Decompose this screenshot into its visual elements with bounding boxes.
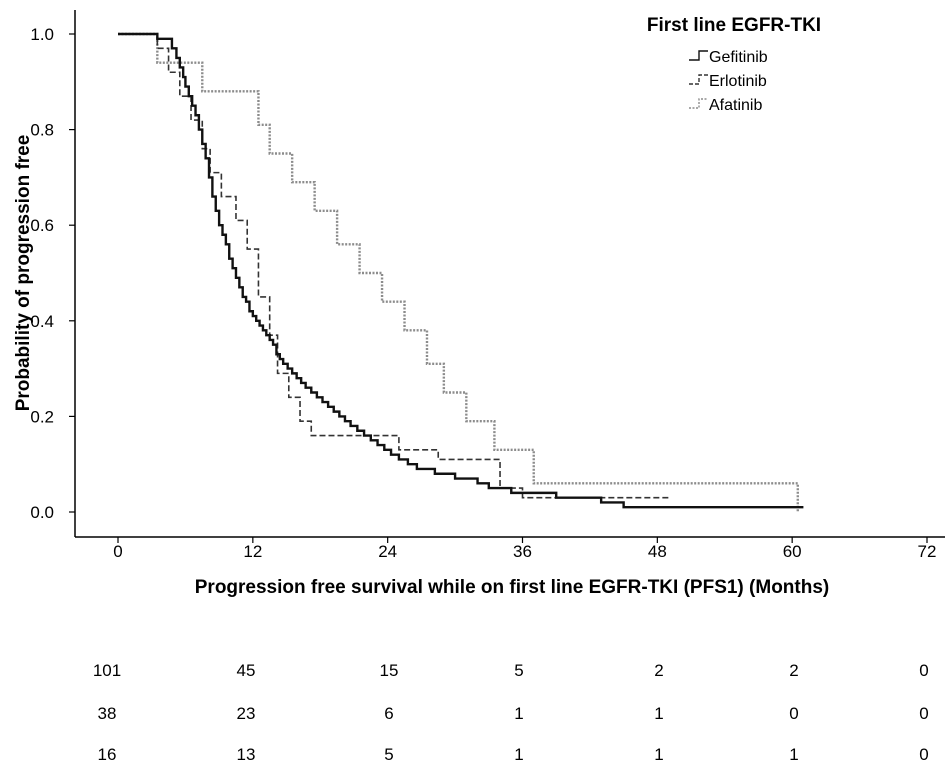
risk-table-cell: 5 xyxy=(384,745,393,764)
legend-entry-gefitinib: Gefitinib xyxy=(689,49,768,66)
x-axis-title: Progression free survival while on first… xyxy=(195,577,829,598)
risk-table-cell: 2 xyxy=(654,661,663,680)
series-line-erlotinib xyxy=(118,33,669,499)
series-layer xyxy=(118,32,804,512)
risk-table-cell: 0 xyxy=(919,745,928,764)
risk-table-cell: 23 xyxy=(237,704,256,723)
legend-label-erlotinib: Erlotinib xyxy=(709,73,767,90)
x-tick-label: 24 xyxy=(378,542,397,561)
legend-swatch-erlotinib xyxy=(689,74,708,85)
x-tick-label: 60 xyxy=(783,542,802,561)
legend-entry-afatinib: Afatinib xyxy=(689,97,762,114)
x-tick-label: 48 xyxy=(648,542,667,561)
y-tick-label: 0.4 xyxy=(30,312,54,331)
x-tick-label: 12 xyxy=(243,542,262,561)
risk-table: 101 45 15 5 2 2 038 23 6 1 1 0 016 13 5 1 1 1 0 xyxy=(93,661,929,764)
risk-table-cell: 1 xyxy=(514,745,523,764)
y-tick-label: 0.2 xyxy=(30,407,54,426)
risk-table-cell: 13 xyxy=(237,745,256,764)
risk-table-cell: 6 xyxy=(384,704,393,723)
legend: First line EGFR-TKI Gefitinib Erlotinib … xyxy=(647,15,821,114)
risk-table-cell: 1 xyxy=(514,704,523,723)
legend-swatch-afatinib xyxy=(689,98,708,109)
legend-label-gefitinib: Gefitinib xyxy=(709,49,768,66)
x-tick-label: 0 xyxy=(113,542,122,561)
legend-entry-erlotinib: Erlotinib xyxy=(689,73,767,90)
y-tick-label: 1.0 xyxy=(30,25,54,44)
legend-title: First line EGFR-TKI xyxy=(647,15,821,36)
risk-table-cell: 0 xyxy=(919,661,928,680)
legend-label-afatinib: Afatinib xyxy=(709,97,762,114)
risk-table-cell: 0 xyxy=(789,704,798,723)
y-tick-label: 0.8 xyxy=(30,121,54,140)
risk-table-cell: 0 xyxy=(919,704,928,723)
risk-table-cell: 16 xyxy=(98,745,117,764)
risk-table-cell: 1 xyxy=(654,745,663,764)
x-tick-label: 72 xyxy=(918,542,937,561)
risk-table-cell: 1 xyxy=(654,704,663,723)
x-tick-label: 36 xyxy=(513,542,532,561)
risk-table-cell: 38 xyxy=(98,704,117,723)
legend-swatch-gefitinib xyxy=(689,50,708,61)
x-tick-group: 0 12 24 36 48 60 72 xyxy=(113,537,936,561)
risk-table-cell: 2 xyxy=(789,661,798,680)
risk-table-cell: 45 xyxy=(237,661,256,680)
y-axis-title: Probability of progression free xyxy=(13,135,34,412)
risk-table-cell: 101 xyxy=(93,661,121,680)
risk-table-cell: 1 xyxy=(789,745,798,764)
y-tick-label: 0.0 xyxy=(30,503,54,522)
series-line-gefitinib xyxy=(118,32,804,509)
risk-table-cell: 15 xyxy=(380,661,399,680)
y-tick-label: 0.6 xyxy=(30,216,54,235)
y-tick-group: 0.0 0.2 0.4 0.6 0.8 1.0 xyxy=(30,25,75,522)
risk-table-cell: 5 xyxy=(514,661,523,680)
series-line-afatinib xyxy=(118,32,799,512)
